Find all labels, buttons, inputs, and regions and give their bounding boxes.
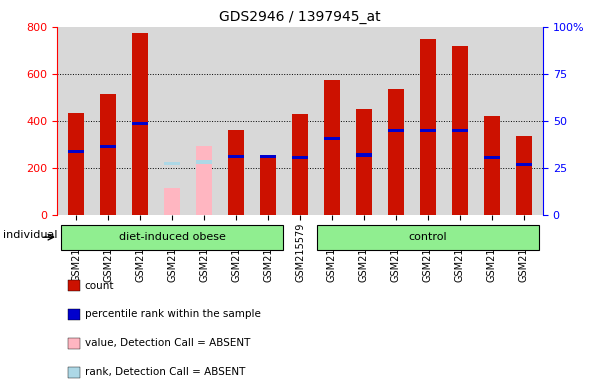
Bar: [164, 188, 180, 215]
Bar: [388, 129, 404, 132]
Bar: [68, 150, 84, 153]
Bar: [516, 163, 532, 166]
Bar: [164, 162, 180, 165]
Bar: [68, 338, 80, 349]
Bar: [68, 367, 80, 377]
Bar: [132, 122, 148, 125]
Bar: [516, 136, 532, 215]
Bar: [356, 154, 372, 157]
Bar: [324, 80, 340, 215]
Bar: [484, 116, 500, 215]
Bar: [452, 129, 468, 132]
Bar: [452, 46, 468, 215]
Bar: [260, 155, 276, 158]
Text: rank, Detection Call = ABSENT: rank, Detection Call = ABSENT: [85, 367, 245, 377]
Bar: [484, 156, 500, 159]
Bar: [196, 146, 212, 215]
Bar: [68, 280, 80, 291]
Text: control: control: [409, 232, 447, 242]
Bar: [132, 33, 148, 215]
Bar: [317, 225, 539, 250]
Bar: [292, 114, 308, 215]
Text: percentile rank within the sample: percentile rank within the sample: [85, 310, 260, 319]
Bar: [420, 39, 436, 215]
Title: GDS2946 / 1397945_at: GDS2946 / 1397945_at: [219, 10, 381, 25]
Bar: [228, 131, 244, 215]
Bar: [100, 145, 116, 149]
Text: count: count: [85, 281, 114, 291]
Text: diet-induced obese: diet-induced obese: [119, 232, 226, 242]
Text: value, Detection Call = ABSENT: value, Detection Call = ABSENT: [85, 338, 250, 348]
Bar: [68, 309, 80, 320]
Bar: [420, 129, 436, 132]
Bar: [196, 161, 212, 164]
Text: individual: individual: [3, 230, 58, 240]
Bar: [228, 155, 244, 158]
Bar: [356, 109, 372, 215]
Bar: [388, 89, 404, 215]
Bar: [61, 225, 283, 250]
Bar: [100, 94, 116, 215]
Bar: [68, 113, 84, 215]
Bar: [260, 157, 276, 215]
Bar: [324, 137, 340, 140]
Bar: [292, 156, 308, 159]
